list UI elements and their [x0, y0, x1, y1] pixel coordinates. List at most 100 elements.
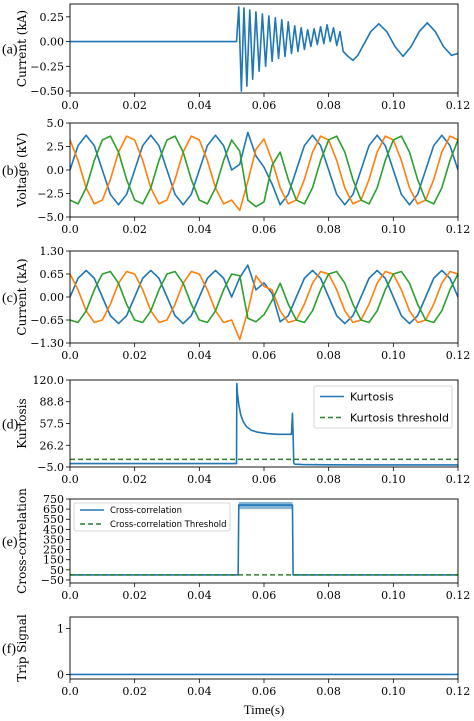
- y-tick-label: −0.65: [30, 314, 64, 327]
- x-tick-label: 0.04: [187, 473, 212, 486]
- y-tick-label: −5.0: [37, 461, 64, 474]
- legend-box: [73, 502, 231, 532]
- y-tick-label: 650: [43, 503, 64, 516]
- y-tick-label: 88.8: [40, 396, 65, 409]
- plot-area: [70, 131, 458, 212]
- x-tick-label: 0.08: [316, 223, 341, 236]
- y-tick-label: 1: [57, 622, 64, 635]
- panel-f: (f) Trip Signal 0.0 0.02 0.04 0.06 0.08 0.10 0.1…: [2, 614, 470, 698]
- y-tick-label: 0.00: [40, 36, 65, 49]
- y-tick-label: 5.0: [47, 117, 65, 130]
- panel-c: (c)Current (kA) 0.0 0.02 0.04 0.06 0.08 0.10 0.…: [2, 245, 470, 362]
- x-tick-label: 0.10: [381, 99, 406, 112]
- panel-label: (d): [2, 418, 19, 433]
- x-tick-label: 0.06: [252, 685, 277, 698]
- plot-area: [70, 264, 458, 341]
- y-tick-label: 1.30: [40, 245, 65, 258]
- y-axis-label: Voltage (kV): [15, 133, 29, 209]
- plot-frame: [69, 498, 459, 584]
- series-line-1: [70, 6, 458, 92]
- x-tick-label: 0.0: [61, 589, 79, 602]
- x-tick-label: 0.10: [381, 223, 406, 236]
- y-tick-label: 2.5: [47, 141, 65, 154]
- x-tick-label: 0.04: [187, 99, 212, 112]
- x-tick-label: 0.02: [122, 99, 147, 112]
- y-tick-label: −2.5: [37, 188, 64, 201]
- x-tick-label: 0.0: [61, 99, 79, 112]
- x-tick-label: 0.04: [187, 349, 212, 362]
- x-tick-label: 0.06: [252, 589, 277, 602]
- y-tick-label: 0.25: [40, 11, 65, 24]
- plot-frame: [69, 3, 459, 94]
- plot-frame: [69, 379, 459, 468]
- panel-label: (f): [2, 642, 16, 657]
- y-tick-label: 26.2: [40, 439, 65, 452]
- panel-label: (a): [2, 43, 18, 58]
- x-tick-label: 0.08: [316, 589, 341, 602]
- y-tick-label: −1.30: [30, 337, 64, 350]
- panel-label: (b): [2, 164, 19, 179]
- x-tick-label: 0.12: [446, 223, 471, 236]
- legend: Cross-correlation Cross-correlation Thres…: [73, 502, 231, 532]
- x-tick-label: 0.06: [252, 99, 277, 112]
- x-tick-label: 0.10: [381, 685, 406, 698]
- y-tick-label: 550: [43, 513, 64, 526]
- series-line-1: [70, 382, 458, 466]
- series-line-1: [70, 504, 458, 576]
- y-tick-label: 57.5: [40, 418, 65, 431]
- plot-frame: [69, 616, 459, 680]
- y-tick-label: 350: [43, 533, 64, 546]
- x-tick-label: 0.06: [252, 473, 277, 486]
- plot-frame: [69, 122, 459, 218]
- x-tick-label: 0.10: [381, 349, 406, 362]
- y-tick-label: 0: [57, 668, 64, 681]
- x-tick-label: 0.12: [446, 99, 471, 112]
- y-axis-label: Current (kA): [15, 258, 29, 335]
- legend-label: Cross-correlation: [110, 506, 182, 516]
- x-tick-label: 0.12: [446, 349, 471, 362]
- x-tick-label: 0.0: [61, 223, 79, 236]
- plot-area: [70, 502, 458, 576]
- x-tick-label: 0.06: [252, 349, 277, 362]
- legend-box: [313, 385, 453, 429]
- series-line-3: [70, 135, 458, 208]
- series-line-1: [70, 131, 458, 206]
- x-tick-label: 0.02: [122, 223, 147, 236]
- x-tick-label: 0.12: [446, 685, 471, 698]
- panel-label: (c): [2, 291, 18, 306]
- panel-b: (b)Voltage (kV) 0.0 0.02 0.04 0.06 0.08 0.10 0.…: [2, 117, 470, 236]
- y-tick-label: −0.50: [30, 85, 64, 98]
- x-tick-label: 0.08: [316, 473, 341, 486]
- y-tick-label: 0.65: [40, 268, 65, 281]
- legend-label: Kurtosis threshold: [350, 411, 449, 424]
- x-tick-label: 0.02: [122, 349, 147, 362]
- x-tick-label: 0.0: [61, 349, 79, 362]
- x-tick-label: 0.12: [446, 589, 471, 602]
- x-tick-label: 0.10: [381, 589, 406, 602]
- x-tick-label: 0.08: [316, 99, 341, 112]
- x-tick-label: 0.02: [122, 589, 147, 602]
- x-tick-label: 0.0: [61, 473, 79, 486]
- y-tick-label: 0.00: [40, 291, 65, 304]
- x-tick-label: 0.0: [61, 685, 79, 698]
- x-tick-label: 0.08: [316, 349, 341, 362]
- plot-area: [70, 6, 458, 92]
- y-tick-label: −50: [41, 574, 64, 587]
- plot-area: [70, 382, 458, 466]
- y-axis-label: Cross-correlation: [15, 488, 29, 594]
- x-axis-title: Time(s): [244, 702, 285, 717]
- y-tick-label: 150: [43, 554, 64, 567]
- y-tick-label: 50: [50, 564, 64, 577]
- y-tick-label: 750: [43, 493, 64, 506]
- y-tick-label: 0.0: [47, 164, 65, 177]
- x-tick-label: 0.10: [381, 473, 406, 486]
- x-tick-label: 0.04: [187, 589, 212, 602]
- y-tick-label: 250: [43, 544, 64, 557]
- legend-label: Cross-correlation Threshold: [110, 520, 227, 530]
- y-tick-label: −5.0: [37, 211, 64, 224]
- x-tick-label: 0.12: [446, 473, 471, 486]
- panel-a: (a)Current (kA) 0.0 0.02 0.04 0.06 0.08 0.10 0.…: [2, 3, 471, 112]
